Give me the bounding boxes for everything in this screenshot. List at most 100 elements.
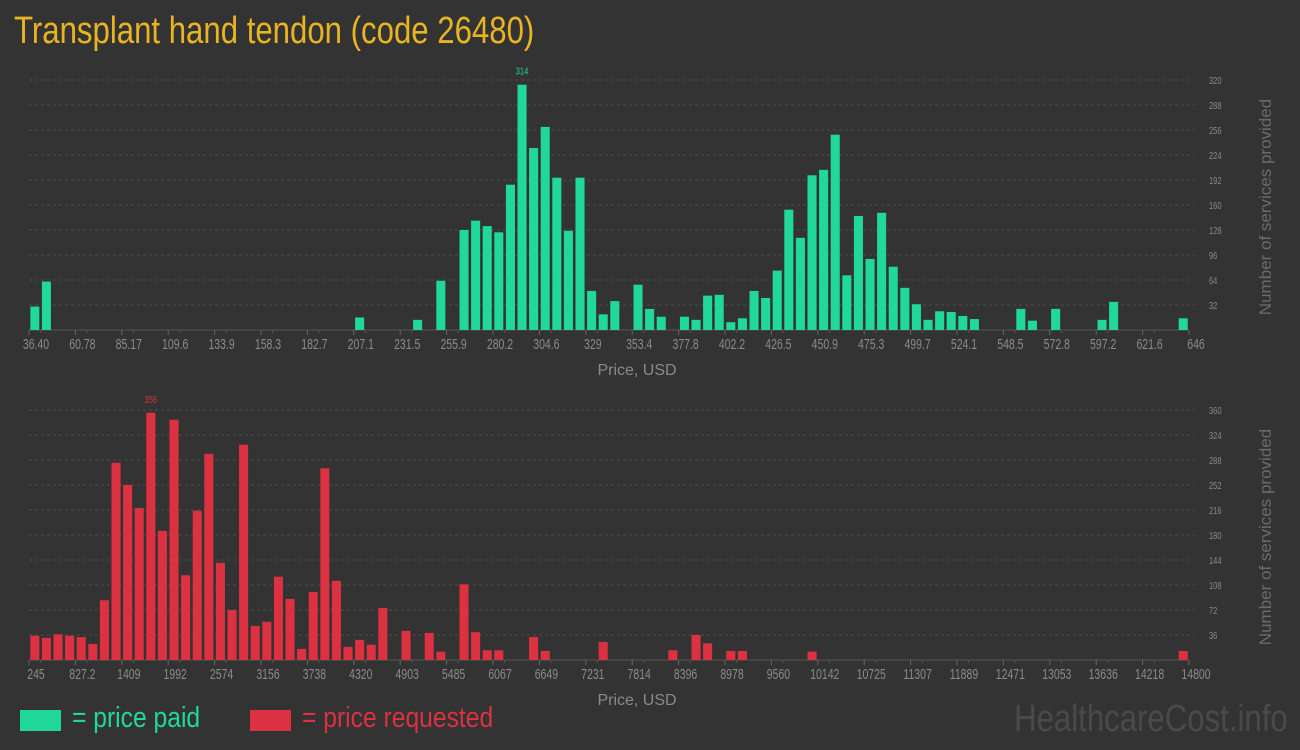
bar — [540, 126, 550, 330]
bar — [877, 212, 887, 330]
bar — [424, 632, 434, 660]
legend-label-paid: = price paid — [72, 702, 201, 734]
bar — [726, 322, 736, 330]
bar — [784, 209, 794, 330]
y-tick-label: 108 — [1209, 580, 1222, 591]
bar — [807, 651, 817, 660]
bar — [30, 635, 40, 660]
x-tick-label: 11307 — [903, 665, 931, 682]
bar — [413, 319, 423, 330]
x-tick-label: 524.1 — [951, 335, 977, 352]
x-tick-label: 329 — [584, 335, 602, 352]
bar — [320, 468, 330, 660]
x-tick-label: 475.3 — [858, 335, 884, 352]
x-tick-label: 231.5 — [394, 335, 420, 352]
x-tick-label: 4903 — [396, 665, 419, 682]
y-tick-label: 252 — [1209, 480, 1222, 491]
y-tick-label: 32 — [1209, 300, 1217, 311]
y-tick-label: 128 — [1209, 225, 1222, 236]
bar — [552, 177, 562, 330]
bar — [911, 304, 921, 330]
bar — [865, 258, 875, 330]
x-tick-label: 1992 — [164, 665, 187, 682]
bar — [401, 630, 411, 660]
bar — [529, 637, 539, 660]
bar — [517, 84, 527, 330]
bar — [134, 507, 144, 660]
bar — [250, 625, 260, 660]
x-tick-label: 2574 — [210, 665, 233, 682]
bar — [645, 308, 655, 330]
x-tick-label: 9560 — [767, 665, 790, 682]
x-tick-label: 11889 — [950, 665, 978, 682]
x-tick-label: 7814 — [628, 665, 651, 682]
bar — [30, 306, 40, 330]
bar — [761, 297, 771, 330]
bar — [900, 287, 910, 330]
bar — [1016, 308, 1026, 330]
bar — [656, 316, 666, 330]
bar — [830, 134, 840, 330]
y-tick-label: 180 — [1209, 530, 1222, 541]
bar — [65, 635, 75, 660]
bar — [923, 319, 933, 330]
x-tick-label: 548.5 — [997, 335, 1023, 352]
x-tick-label: 377.8 — [672, 335, 698, 352]
bar — [471, 220, 481, 330]
bar — [807, 175, 817, 330]
x-tick-label: 426.5 — [765, 335, 791, 352]
bar — [53, 634, 63, 660]
bar — [598, 641, 608, 660]
bar — [1051, 308, 1061, 330]
bar — [691, 319, 701, 330]
peak-value-label: 314 — [516, 66, 529, 77]
x-tick-label: 6649 — [535, 665, 558, 682]
bar — [436, 280, 446, 330]
x-tick-label: 182.7 — [301, 335, 327, 352]
y-tick-label: 96 — [1209, 250, 1217, 261]
y-tick-label: 144 — [1209, 555, 1222, 566]
y-tick-label: 360 — [1209, 405, 1222, 416]
bar — [192, 510, 202, 660]
x-tick-label: 12471 — [996, 665, 1025, 682]
bar — [540, 650, 550, 660]
legend-swatch-requested — [250, 710, 291, 731]
bar — [99, 600, 109, 660]
bar — [436, 651, 446, 660]
x-tick-label: 158.3 — [255, 335, 281, 352]
bar — [946, 312, 956, 330]
bar — [563, 230, 573, 330]
bar — [505, 184, 515, 330]
x-tick-label: 109.6 — [162, 335, 188, 352]
legend-swatch-paid — [20, 710, 61, 731]
bar — [737, 650, 747, 660]
bar — [355, 317, 365, 330]
x-tick-label: 10725 — [857, 665, 886, 682]
x-tick-label: 3156 — [256, 665, 279, 682]
bar — [819, 169, 829, 330]
bar — [262, 621, 272, 660]
y-tick-label: 288 — [1209, 455, 1222, 466]
bar — [494, 232, 504, 330]
bar — [691, 635, 701, 660]
x-tick-label: 207.1 — [348, 335, 374, 352]
bar — [227, 610, 237, 660]
bar — [1097, 319, 1107, 330]
bar — [853, 215, 863, 330]
bar — [494, 650, 504, 660]
x-tick-label: 280.2 — [487, 335, 513, 352]
bar — [88, 644, 98, 660]
y-tick-label: 64 — [1209, 275, 1217, 286]
bar — [204, 453, 214, 660]
x-tick-label: 597.2 — [1090, 335, 1116, 352]
x-tick-label: 14800 — [1181, 665, 1210, 682]
bar — [842, 275, 852, 330]
x-tick-label: 60.78 — [69, 335, 95, 352]
bar — [471, 632, 481, 660]
bar — [703, 295, 713, 330]
bar — [239, 444, 249, 660]
bar — [146, 412, 156, 660]
bar — [459, 584, 469, 660]
bar — [598, 314, 608, 330]
